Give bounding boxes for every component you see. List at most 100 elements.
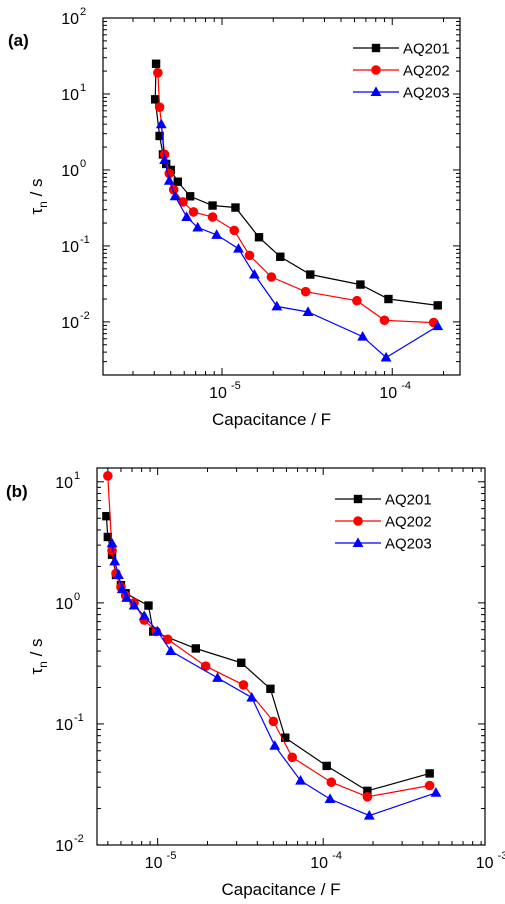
y-tick-exponent: 0 (80, 158, 86, 170)
data-point (191, 644, 201, 653)
data-point (306, 270, 315, 279)
legend-marker (370, 86, 382, 96)
data-point (249, 268, 260, 279)
data-point (138, 610, 150, 620)
x-tick-label: 10 (145, 855, 163, 872)
data-point (163, 175, 175, 185)
data-point (300, 286, 311, 297)
x-tick-label: 10 (310, 855, 328, 872)
data-point (380, 351, 392, 362)
panel-label: (a) (8, 31, 29, 50)
series-line (154, 63, 438, 306)
plot-frame (102, 17, 461, 376)
data-point (362, 792, 373, 802)
legend-marker (353, 494, 363, 504)
data-point (246, 692, 258, 702)
y-title-unit: / s (27, 638, 46, 661)
data-point (424, 780, 435, 791)
data-point (433, 301, 442, 310)
data-point (363, 809, 375, 820)
series-AQ203 (106, 537, 442, 820)
data-point (237, 658, 246, 667)
x-tick-exponent: -4 (332, 850, 342, 862)
data-point (276, 252, 285, 261)
panel-label: (b) (6, 482, 28, 501)
data-point (231, 203, 240, 212)
y-title-subscript: n (36, 201, 50, 208)
series-AQ201 (150, 59, 442, 310)
series-AQ203 (155, 118, 444, 362)
data-point (363, 786, 372, 796)
legend-marker (352, 537, 364, 547)
data-point (109, 555, 121, 566)
data-point (178, 197, 188, 207)
y-tick-label: 10 (61, 239, 79, 256)
data-point (155, 118, 167, 129)
data-point (185, 192, 195, 201)
data-point (324, 793, 336, 803)
y-axis-title: τn / s (27, 638, 50, 674)
data-point (150, 95, 160, 104)
data-point (238, 680, 249, 690)
data-point (113, 569, 124, 579)
y-tick-label: 10 (61, 163, 79, 180)
data-point (188, 207, 199, 217)
data-point (152, 625, 164, 636)
y-title-base: τ (27, 208, 46, 215)
y-tick-label: 10 (61, 11, 79, 28)
legend-label: AQ201 (385, 492, 432, 509)
data-point (153, 67, 163, 78)
data-point (432, 320, 444, 331)
x-axis: 10 -5 10 -4 (102, 18, 445, 402)
y-tick-exponent: -1 (80, 234, 90, 246)
x-axis-title: Capacitance / F (212, 410, 331, 429)
series-line (160, 124, 439, 359)
y-tick-label: 10 (55, 717, 73, 734)
data-point (254, 233, 264, 242)
data-point (154, 102, 165, 112)
data-point (287, 752, 298, 763)
y-title-base: τ (27, 668, 46, 675)
data-point (162, 634, 173, 645)
y-tick-exponent: -2 (74, 833, 84, 845)
data-point (102, 511, 111, 521)
data-point (266, 684, 275, 694)
data-point (211, 229, 223, 239)
y-tick-label: 10 (61, 87, 79, 104)
data-point (116, 583, 128, 594)
data-point (269, 740, 281, 750)
series-line (157, 72, 434, 324)
data-point (281, 733, 290, 742)
data-point (165, 645, 177, 656)
data-point (379, 315, 390, 326)
data-point (173, 177, 182, 186)
data-point (212, 672, 223, 682)
data-point (430, 787, 442, 797)
data-point (128, 599, 140, 610)
y-tick-exponent: 2 (80, 6, 86, 18)
y-tick-exponent: 0 (74, 591, 80, 603)
x-tick-exponent: -5 (231, 380, 241, 392)
data-point (103, 471, 113, 481)
x-tick-label: 10 (379, 385, 397, 402)
y-tick-label: 10 (61, 315, 79, 332)
data-point (106, 537, 118, 548)
data-point (200, 661, 211, 671)
series-line (105, 516, 430, 792)
data-point (192, 221, 204, 232)
series-AQ201 (102, 511, 434, 796)
data-point (352, 295, 362, 306)
y-tick-exponent: 1 (74, 470, 80, 482)
legend-marker (353, 516, 363, 526)
data-point (233, 243, 244, 253)
data-point (155, 131, 164, 141)
x-tick-exponent: -4 (401, 380, 411, 392)
x-tick-exponent: -3 (498, 850, 505, 862)
y-tick-label: 10 (55, 838, 73, 855)
series-line (111, 543, 437, 817)
